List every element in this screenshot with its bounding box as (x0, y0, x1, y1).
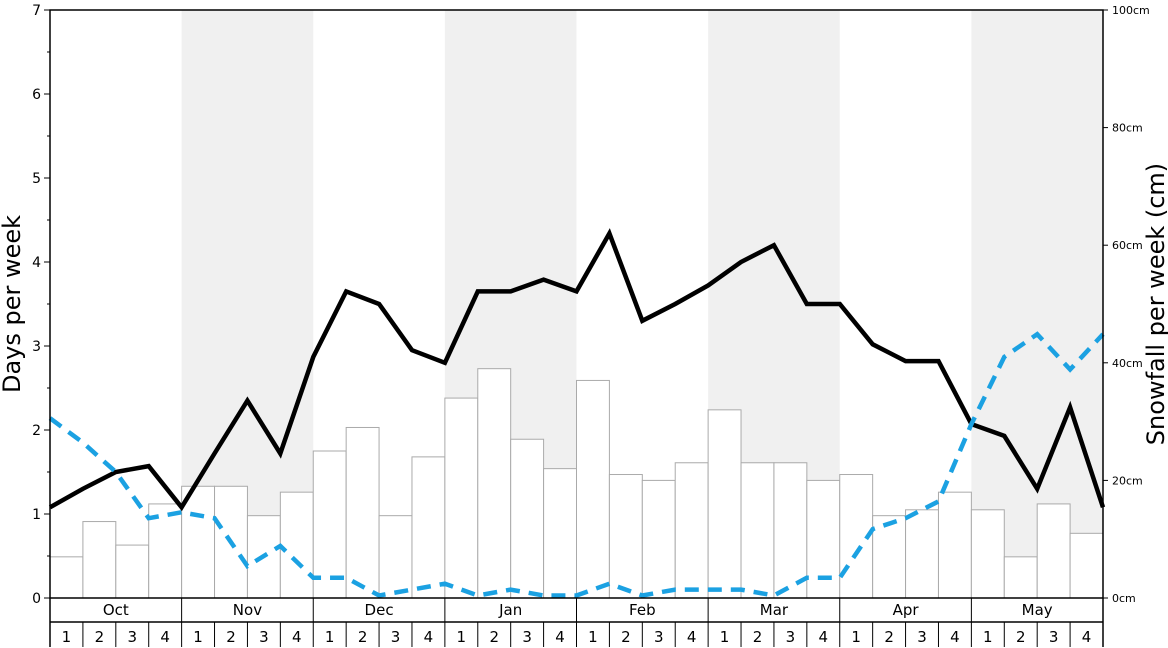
right-axis: 0cm 20cm 40cm 60cm 80cm 100cm (1103, 4, 1150, 605)
snowfall-bar (345, 426, 380, 599)
snowfall-bar (1003, 556, 1038, 599)
left-tick-label: 1 (32, 507, 41, 523)
week-label: 3 (391, 628, 401, 646)
snowfall-bar (543, 468, 577, 599)
week-label: 4 (160, 628, 170, 646)
week-label: 3 (917, 628, 927, 646)
snowfall-bar (1069, 532, 1104, 599)
snowfall-bar (937, 491, 972, 599)
snowfall-bar (806, 479, 841, 599)
right-axis-label: Snowfall per week (cm) (1142, 163, 1168, 445)
snowfall-bar (279, 491, 314, 599)
snowfall-bar (773, 462, 808, 599)
week-label: 1 (325, 628, 335, 646)
month-label: Mar (760, 601, 789, 619)
week-label: 1 (193, 628, 203, 646)
snowfall-bar (312, 450, 347, 599)
solid-series-line (48, 228, 1106, 512)
week-label: 2 (753, 628, 763, 646)
snowfall-bars (49, 368, 1104, 599)
week-label: 3 (259, 628, 269, 646)
week-label: 3 (127, 628, 137, 646)
week-label: 2 (226, 628, 236, 646)
left-tick-label: 7 (32, 3, 41, 19)
snowfall-bar (49, 556, 84, 599)
week-label: 4 (687, 628, 697, 646)
week-label: 4 (819, 628, 829, 646)
left-tick-label: 6 (32, 87, 41, 103)
week-label: 4 (950, 628, 960, 646)
snowfall-bar (872, 515, 907, 599)
snowfall-bar (674, 462, 709, 599)
week-label: 2 (1016, 628, 1026, 646)
dashed-series-line (48, 331, 1105, 598)
right-tick-label: 80cm (1112, 122, 1143, 135)
snowfall-bar (707, 409, 742, 599)
week-label: 2 (884, 628, 894, 646)
snowfall-bar (510, 438, 545, 599)
week-label: 1 (983, 628, 993, 646)
week-label: 1 (720, 628, 730, 646)
snowfall-bar (576, 379, 610, 599)
week-label: 1 (851, 628, 861, 646)
left-tick-label: 0 (32, 591, 41, 607)
day-lines (48, 228, 1106, 598)
week-label: 2 (95, 628, 105, 646)
right-tick-label: 100cm (1112, 4, 1150, 17)
week-label: 3 (1049, 628, 1059, 646)
week-label: 3 (786, 628, 796, 646)
left-axis: 0 1 2 3 4 5 6 7 (32, 3, 50, 607)
snowfall-bar (740, 462, 775, 599)
week-label: 4 (424, 628, 434, 646)
left-tick-label: 5 (32, 171, 41, 187)
left-tick-label: 4 (32, 255, 41, 271)
snowfall-bar (444, 397, 479, 599)
month-label: Apr (893, 601, 920, 619)
snowfall-bar (411, 456, 446, 599)
snowfall-bar (115, 544, 150, 599)
snowfall-bar (1036, 503, 1071, 599)
month-label: Oct (103, 601, 129, 619)
left-axis-label: Days per week (0, 215, 26, 393)
snowfall-bar (148, 503, 183, 599)
snowfall-bar (608, 474, 643, 599)
right-tick-label: 0cm (1112, 592, 1136, 605)
snowfall-bar (477, 368, 512, 599)
week-label: 2 (358, 628, 368, 646)
snowfall-bar (905, 509, 939, 599)
month-label: Feb (629, 601, 656, 619)
right-tick-label: 60cm (1112, 239, 1143, 252)
week-label: 1 (457, 628, 467, 646)
month-shade (971, 10, 1103, 598)
week-label: 4 (292, 628, 302, 646)
month-label: May (1022, 601, 1053, 619)
left-tick-label: 2 (32, 423, 41, 439)
week-label: 2 (621, 628, 631, 646)
week-label: 1 (62, 628, 72, 646)
month-label: Jan (498, 601, 522, 619)
snowfall-bar (970, 509, 1005, 599)
right-tick-label: 40cm (1112, 357, 1143, 370)
week-label: 3 (522, 628, 532, 646)
week-label: 4 (1082, 628, 1092, 646)
right-tick-label: 20cm (1112, 474, 1143, 487)
week-label: 1 (588, 628, 598, 646)
snowfall-bar (82, 521, 117, 599)
month-week-axis: Oct 1 2 3 4 Nov 1 2 3 4 Dec 1 2 3 4 Jan 1 2 3 4 Feb 1 2 3 4 Mar 1 2… (49, 598, 1104, 647)
snowfall-bar (378, 515, 413, 599)
week-label: 2 (489, 628, 499, 646)
month-label: Nov (233, 601, 262, 619)
week-label: 4 (555, 628, 565, 646)
snowfall-bar (641, 479, 676, 599)
left-tick-label: 3 (32, 339, 41, 355)
month-label: Dec (365, 601, 394, 619)
week-label: 3 (654, 628, 664, 646)
